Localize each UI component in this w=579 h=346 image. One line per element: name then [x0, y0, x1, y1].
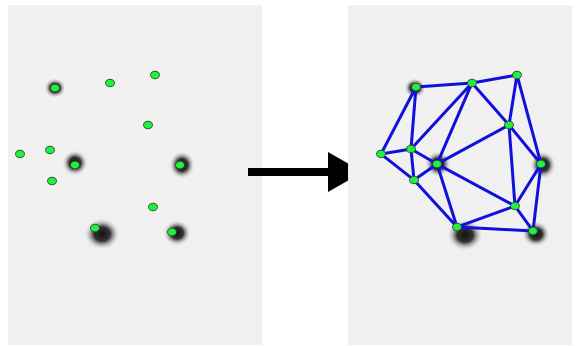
- edge: [435, 162, 459, 229]
- point: [432, 159, 442, 169]
- point: [50, 83, 60, 93]
- point: [376, 149, 386, 159]
- blob: [84, 218, 120, 250]
- edge: [409, 85, 418, 151]
- edge: [513, 204, 535, 233]
- edge: [513, 162, 543, 208]
- edge: [379, 85, 418, 156]
- edge: [507, 123, 543, 166]
- blob: [163, 220, 191, 246]
- edge: [470, 81, 511, 127]
- point: [70, 160, 80, 170]
- points: [15, 70, 185, 237]
- edge: [531, 162, 543, 233]
- edge: [435, 81, 474, 166]
- edge: [414, 81, 474, 89]
- point: [15, 149, 25, 159]
- point: [150, 70, 160, 80]
- point: [536, 159, 546, 169]
- point: [167, 227, 177, 237]
- point: [411, 82, 421, 92]
- point: [510, 201, 520, 211]
- point: [105, 78, 115, 88]
- edge: [409, 147, 416, 182]
- arrow: [248, 152, 363, 192]
- triangulation-edges: [379, 73, 543, 233]
- point: [512, 70, 522, 80]
- edge: [515, 73, 543, 166]
- point: [148, 202, 158, 212]
- left-panel: [8, 5, 262, 345]
- edge: [470, 73, 519, 85]
- edge: [507, 73, 519, 127]
- point: [409, 175, 419, 185]
- point: [504, 120, 514, 130]
- edge: [409, 147, 439, 166]
- point: [467, 78, 477, 88]
- right-panel: [348, 5, 572, 345]
- edge: [435, 123, 511, 166]
- point: [143, 120, 153, 130]
- edge: [455, 225, 535, 233]
- point: [406, 144, 416, 154]
- edge: [379, 152, 416, 182]
- point: [175, 160, 185, 170]
- point: [45, 145, 55, 155]
- edge: [409, 81, 474, 151]
- edge: [435, 162, 517, 208]
- point: [90, 223, 100, 233]
- edge: [507, 123, 517, 208]
- edge: [455, 204, 517, 229]
- points: [376, 70, 546, 236]
- arrow-head: [328, 152, 363, 192]
- point: [47, 176, 57, 186]
- edge: [412, 162, 439, 182]
- point: [528, 226, 538, 236]
- edge: [379, 147, 413, 156]
- point: [452, 222, 462, 232]
- edge: [412, 178, 459, 229]
- panel-noise: [8, 5, 262, 345]
